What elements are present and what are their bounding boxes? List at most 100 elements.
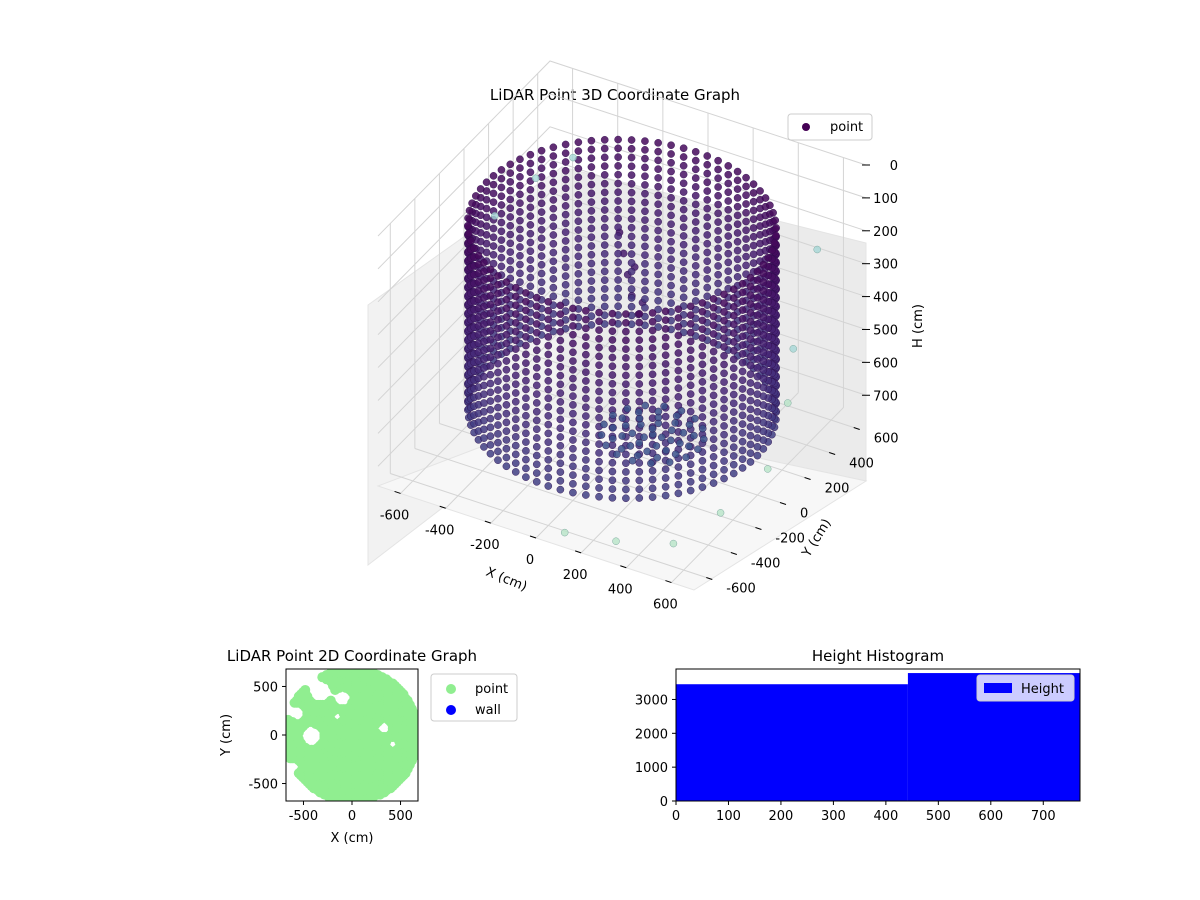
data-point-3d [468,199,476,207]
data-point-3d [674,393,683,401]
data-point-3d [648,493,657,501]
data-point-3d [742,208,750,217]
data-point-3d [749,197,758,206]
data-point-3d [714,244,722,253]
data-point-3d [733,194,742,202]
data-point-3d [486,432,495,440]
x-tick-label-3d: -200 [470,538,500,553]
y-tick-label-histogram: 3000 [635,693,668,708]
data-point-3d [622,476,630,485]
data-point-3d [600,302,609,311]
data-point-3d [522,315,530,324]
data-point-3d [526,229,535,238]
data-point-3d [753,276,762,284]
data-point-3d [720,422,728,430]
data-point-3d [768,246,776,255]
data-point-3d [654,305,662,314]
data-point-3d [661,351,670,360]
data-point-3d [522,324,530,332]
data-point-3d [614,232,622,240]
data-point-3d [480,285,488,293]
data-point-3d [587,172,596,180]
data-point-3d [537,234,546,243]
data-point-3d [749,259,758,267]
data-point-3d [587,180,596,189]
data-point-3d [738,437,747,446]
data-point-3d [622,459,630,467]
data-point-3d [738,393,747,402]
data-point-3d [502,453,511,462]
data-point-3d [729,294,738,302]
data-point-3d [544,412,553,420]
data-point-3d [627,180,636,188]
data-point-3d [556,406,565,415]
data-point-3d [746,361,755,370]
data-point-3d [753,399,762,407]
data-point-3d [742,217,750,226]
data-point-3d [733,273,742,281]
data-point-3d [511,397,520,406]
data-point-3d [679,293,688,302]
data-point-3d [549,292,558,301]
data-point-3d [742,226,750,235]
data-point-3d [532,346,541,355]
data-point-3d [522,447,530,455]
data-point-3d [480,329,488,337]
data-point-3d [729,338,738,346]
data-point-3d [724,170,733,179]
data-point-3d [686,469,695,477]
y-tick-label-3d: 200 [825,482,850,497]
data-point-3d [486,397,495,405]
data-point-3d [661,325,670,333]
data-point-3d [622,345,630,353]
data-point-3d [709,338,718,347]
outlier-point-3d [789,345,798,353]
data-point-3d [549,178,558,187]
data-point-3d [746,317,755,326]
data-point-3d [526,282,535,291]
data-point-3d [516,278,524,286]
data-point-3d [574,252,583,261]
data-point-3d [537,155,546,164]
data-point-3d [494,333,502,342]
data-point-3d [516,181,524,190]
data-point-3d [729,320,738,329]
data-point-3d [703,178,712,187]
data-point-3d [674,331,683,340]
data-point-3d [497,192,506,201]
data-point-3d [582,429,590,438]
data-point-3d [746,352,755,361]
data-point-3d [648,352,657,361]
gridline-height [377,93,867,270]
data-point-3d [609,423,617,432]
data-point-3d [674,340,683,349]
data-point-3d [667,255,675,264]
data-point-3d [526,168,535,177]
data-point-3d [635,459,644,467]
data-point-3d [648,370,657,379]
data-point-3d [595,370,603,378]
data-point-3d [497,174,506,183]
data-point-3d [654,209,662,217]
gridline-floor-y [537,323,854,428]
data-point-3d [486,362,495,370]
data-point-3d [738,323,747,332]
data-point-3d [502,313,511,321]
data-point-3d [511,371,520,380]
x-tick-label-histogram: 400 [873,809,898,824]
data-point-3d [667,290,675,299]
data-point-3d [622,354,630,362]
data-point-3d [691,288,700,296]
data-point-3d [574,296,583,304]
data-point-3d [661,360,670,368]
data-point-3d [506,248,515,256]
data-point-3d [600,171,609,179]
data-point-3d [742,244,750,252]
x-tick-label-histogram: 300 [821,809,846,824]
data-point-3d [494,289,502,298]
data-point-3d [569,471,577,479]
data-point-3d [574,287,583,296]
data-point-3d [556,485,565,494]
data-point-3d [753,311,762,320]
data-point-3d [691,218,700,226]
